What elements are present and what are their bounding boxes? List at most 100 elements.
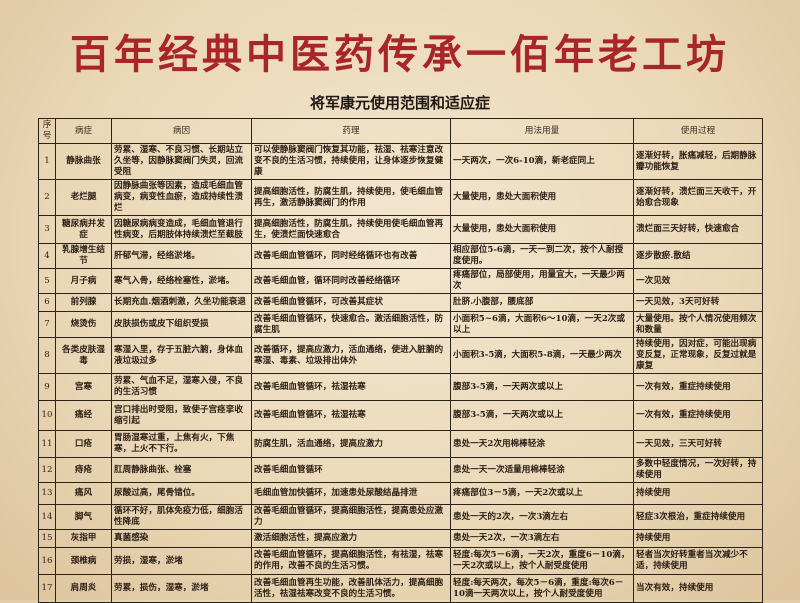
pharmacology: 激活细胞活性，提高应激力 (251, 529, 451, 548)
row-number: 17 (38, 574, 56, 603)
usage-process: 多数中轻度情况，一次好转，持续使用 (633, 457, 763, 483)
table-header-row: 序号 病症 病因 药理 用法用量 使用过程 (38, 118, 763, 144)
usage-process: 大量使用。按个人情况使用频次和数量 (633, 311, 763, 338)
table-row: 2 老烂腿 因静脉曲张等因素，造成毛细血管病变，病变性血瘀，造成持续性溃烂 提高细胞活… (38, 179, 763, 216)
usage-process: 一天见效，3天可好转 (633, 293, 763, 312)
pharmacology: 防腐生肌，活血通络，提高应激力 (251, 430, 451, 458)
table-row: 1 静脉曲张 劳累、湿寒、不良习惯、长期站立久坐等，因静脉窦阀门失灵，回流受阻 可以使… (38, 143, 763, 180)
cause: 劳累、湿寒、不良习惯、长期站立久坐等，因静脉窦阀门失灵，回流受阻 (111, 143, 252, 180)
usage-process: 持续使用 (633, 482, 763, 505)
brand-banner: 百年经典中医药传承一佰年老工坊 (70, 31, 730, 78)
cause: 循环不好，肌体免疫力低，细胞活性降底 (111, 504, 252, 530)
usage-dosage: 患处一天的2次，一次3滴左右 (450, 504, 634, 530)
usage-process: 持续使用，因对症，可能出现病变反复，正常现象，反复过就是康复 (633, 337, 763, 374)
row-number: 5 (38, 268, 56, 294)
table-row: 13 痛风 尿酸过高，尾骨错位。 毛细血管加快循环，加速患处尿酸结晶排泄 疼痛部位3－5… (38, 482, 763, 505)
header-pharmacology: 药理 (251, 118, 451, 144)
row-number: 10 (38, 400, 56, 431)
cause: 皮肤损伤或皮下组织受损 (111, 311, 252, 338)
usage-dosage: 疼痛部位，局部使用，用量宜大，一天最少两次 (450, 268, 634, 294)
usage-dosage: 患处一天一次适量用棉棒轻涂 (450, 457, 634, 483)
table-row: 5 月子病 寒气入骨，经络栓塞性，淤堵。 改善毛细血管，循环同时改善经络循环 疼痛部位，… (38, 268, 763, 294)
usage-dosage: 一天两次，一次6-10滴，新老症同上 (450, 143, 634, 180)
condition-name: 前列腺 (55, 293, 112, 312)
indications-table: 序号 病症 病因 药理 用法用量 使用过程 1 静脉曲张 劳累、湿寒、不良习惯、长期… (38, 118, 763, 603)
row-number: 8 (38, 337, 56, 374)
condition-name: 静脉曲张 (55, 143, 112, 180)
row-number: 4 (38, 243, 56, 269)
usage-dosage: 轻度:每次5－6滴，一天2次，重度6－10滴，一天2次或以上，按个人耐受度使用 (450, 547, 634, 575)
usage-process: 逐步散瘀.散结 (633, 243, 763, 269)
table-row: 7 烧烫伤 皮肤损伤或皮下组织受损 改善毛细血管循环，快速愈合。激活细胞活性，防腐生肌… (38, 311, 763, 338)
pharmacology: 改善毛细血管再生功能，改善肌体活力，提高细胞活性，祛湿祛寒改变不良的生活习惯。 (251, 574, 451, 603)
table-row: 8 各类皮肤湿毒 寒湿入里，存于五脏六腑，身体血液垃圾过多 改善循环，提高应激力，活血… (38, 337, 763, 374)
pharmacology: 改善毛细血管，循环同时改善经络循环 (251, 268, 451, 294)
table-row: 12 痔疮 肛周静脉曲张、栓塞 改善毛细血管循环 患处一天一次适量用棉棒轻涂 多数中轻度情… (38, 457, 763, 483)
cause: 劳累、气血不足，湿寒入侵，不良的生活习惯 (111, 373, 252, 401)
usage-process: 逐渐好转，溃烂面三天收干，开始愈合现象 (633, 179, 763, 216)
row-number: 3 (38, 215, 56, 244)
usage-process: 一次有效，重症持续使用 (633, 373, 763, 401)
table-row: 6 前列腺 长期充血.烟酒刺激，久坐功能衰退 改善毛细血管循环，可改善其症状 肚脐.小腹… (38, 293, 763, 312)
row-number: 13 (38, 482, 56, 505)
cause: 因糖尿病病变造成，毛细血管退行性病变，后期肢体持续溃烂至截肢 (111, 215, 252, 244)
condition-name: 颈椎病 (55, 547, 112, 575)
cause: 因静脉曲张等因素，造成毛细血管病变，病变性血瘀，造成持续性溃烂 (111, 179, 252, 216)
cause: 劳损，湿寒，淤堵 (111, 547, 252, 575)
cause: 胃肠湿寒过重，上焦有火，下焦寒，上火不下行。 (111, 430, 252, 458)
cause: 长期充血.烟酒刺激，久坐功能衰退 (111, 293, 252, 312)
usage-dosage: 患处一天2次，一次3滴左右 (450, 529, 634, 548)
condition-name: 各类皮肤湿毒 (55, 337, 112, 374)
table-row: 14 脚气 循环不好，肌体免疫力低，细胞活性降底 改善毛细血管循环，提高细胞活性，提高… (38, 504, 763, 530)
condition-name: 肩周炎 (55, 574, 112, 603)
usage-dosage: 腹部3-5滴，一天两次或以上 (450, 373, 634, 401)
usage-dosage: 小面积5~6滴，大面积6～10滴，一天2次或以上 (450, 311, 634, 338)
header-cause: 病因 (111, 118, 252, 144)
usage-dosage: 腹部3-5滴，一天两次或以上 (450, 400, 634, 431)
usage-dosage: 相应部位5-6滴，一天一到二次，按个人耐授度使用。 (450, 243, 634, 269)
usage-dosage: 患处一天2次用棉棒轻涂 (450, 430, 634, 458)
row-number: 16 (38, 547, 56, 575)
header-condition: 病症 (55, 118, 112, 144)
table-row: 16 颈椎病 劳损，湿寒，淤堵 改善毛细血管循环，提高细胞活性，有祛湿，祛寒的作用，改… (38, 547, 763, 575)
table-row: 17 肩周炎 劳累，损伤，湿寒，淤堵 改善毛细血管再生功能，改善肌体活力，提高细胞活性… (38, 574, 763, 603)
usage-dosage: 疼痛部位3－5滴，一天2次或以上 (450, 482, 634, 505)
pharmacology: 改善毛细血管循环，同时经络循环也有改善 (251, 243, 451, 269)
condition-name: 宫寒 (55, 373, 112, 401)
usage-dosage: 小面积3-5滴，大面积5-8滴，一天最少两次 (450, 337, 634, 374)
cause: 真菌感染 (111, 529, 252, 548)
condition-name: 糖尿病并发症 (55, 215, 112, 244)
condition-name: 灰指甲 (55, 529, 112, 548)
table-row: 9 宫寒 劳累、气血不足，湿寒入侵，不良的生活习惯 改善毛细血管循环，祛湿祛寒 腹部3-… (38, 373, 763, 401)
pharmacology: 可以使静脉窦阀门恢复其功能，祛湿、祛寒注意改变不良的生活习惯，持续使用，让身体逐… (251, 143, 451, 180)
pharmacology: 毛细血管加快循环，加速患处尿酸结晶排泄 (251, 482, 451, 505)
page-title: 将军康元使用范围和适应症 (309, 94, 490, 112)
table-row: 3 糖尿病并发症 因糖尿病病变造成，毛细血管退行性病变，后期肢体持续溃烂至截肢 提高细… (38, 215, 763, 244)
table-row: 15 灰指甲 真菌感染 激活细胞活性，提高应激力 患处一天2次，一次3滴左右 持续使用 (38, 529, 763, 548)
cause: 寒气入骨，经络栓塞性，淤堵。 (111, 268, 252, 294)
cause: 宫口排出时受阻，致使子宫痉挛收缩引起 (111, 400, 252, 431)
row-number: 11 (38, 430, 56, 458)
table-row: 11 口疮 胃肠湿寒过重，上焦有火，下焦寒，上火不下行。 防腐生肌，活血通络，提高应激… (38, 430, 763, 458)
pharmacology: 改善毛细血管循环，快速愈合。激活细胞活性，防腐生肌 (251, 311, 451, 338)
usage-process: 一天见效，三天可好转 (633, 430, 763, 458)
condition-name: 痛经 (55, 400, 112, 431)
row-number: 7 (38, 311, 56, 338)
pharmacology: 改善循环，提高应激力，活血通络，使进入脏腑的寒湿、毒素、垃圾排出体外 (251, 337, 451, 374)
condition-name: 痛风 (55, 482, 112, 505)
cause: 尿酸过高，尾骨错位。 (111, 482, 252, 505)
condition-name: 痔疮 (55, 457, 112, 483)
table-row: 10 痛经 宫口排出时受阻，致使子宫痉挛收缩引起 改善毛细血管循环，祛湿祛寒 腹部3-5… (38, 400, 763, 431)
cause: 劳累，损伤，湿寒，淤堵 (111, 574, 252, 603)
usage-process: 当次有效，持续使用 (633, 574, 763, 603)
condition-name: 脚气 (55, 504, 112, 530)
row-number: 1 (38, 143, 56, 180)
table-row: 4 乳腺增生结节 肝郁气滞，经络淤堵。 改善毛细血管循环，同时经络循环也有改善 相应部位… (38, 243, 763, 269)
usage-process: 溃烂面三天好转，快速愈合 (633, 215, 763, 244)
pharmacology: 改善毛细血管循环，可改善其症状 (251, 293, 451, 312)
row-number: 14 (38, 504, 56, 530)
usage-process: 逐渐好转，胀痛减轻，后期静脉瓣功能恢复 (633, 143, 763, 180)
usage-dosage: 大量使用，患处大面积使用 (450, 215, 634, 244)
row-number: 15 (38, 529, 56, 548)
condition-name: 乳腺增生结节 (55, 243, 112, 269)
